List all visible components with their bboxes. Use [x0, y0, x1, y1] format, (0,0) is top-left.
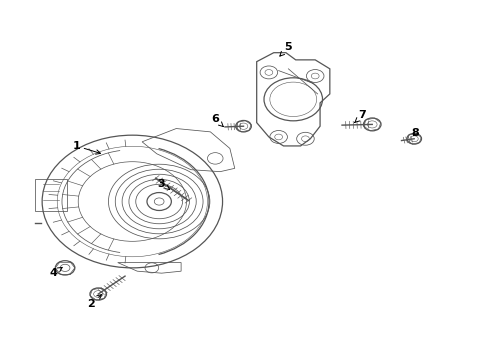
Text: 2: 2 [87, 294, 102, 309]
Text: 3: 3 [158, 179, 169, 189]
Text: 1: 1 [72, 141, 101, 154]
Text: 7: 7 [354, 111, 366, 122]
Text: 5: 5 [279, 42, 292, 56]
Text: 8: 8 [410, 129, 418, 138]
Text: 4: 4 [49, 267, 62, 278]
Text: 6: 6 [211, 114, 223, 127]
